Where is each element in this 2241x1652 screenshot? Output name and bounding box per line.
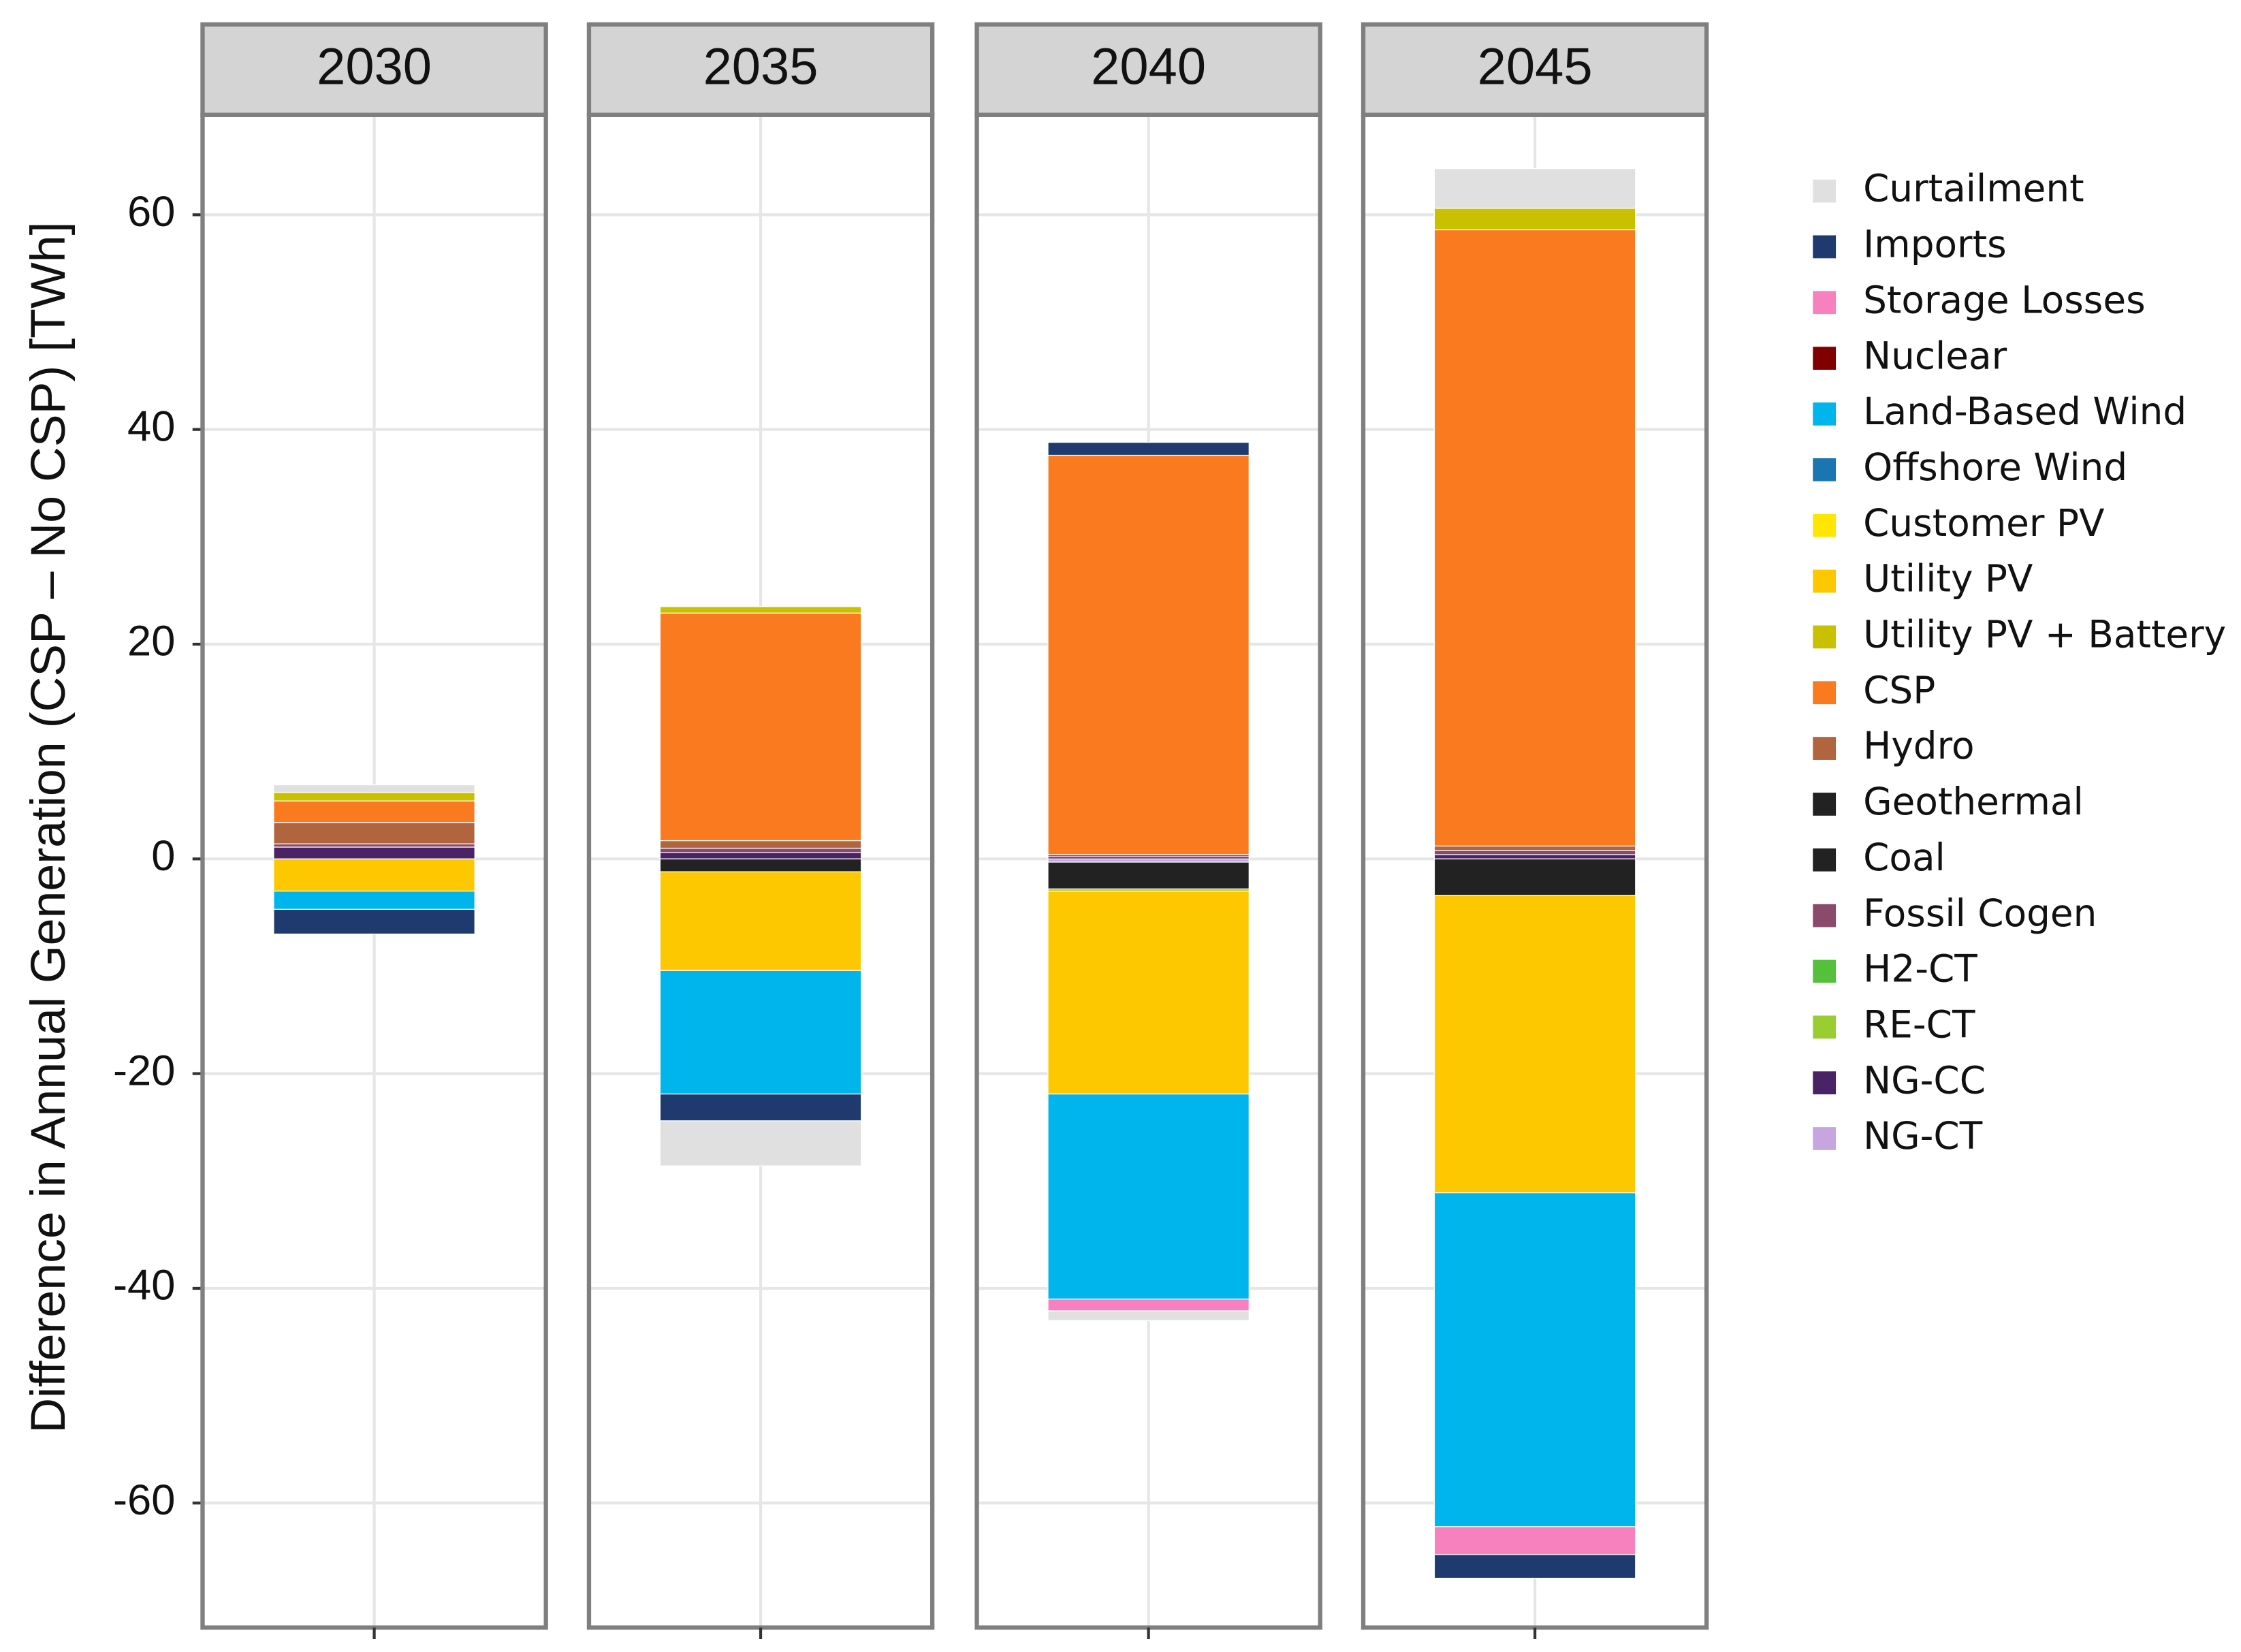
bar-segment	[1047, 1310, 1250, 1321]
bar-segment	[1047, 1093, 1250, 1300]
bar-segment	[1433, 1526, 1636, 1555]
legend-label: Customer PV	[1863, 501, 2105, 545]
bar-segment	[659, 1093, 862, 1122]
facet-label: 2040	[1091, 37, 1206, 95]
bar-segment	[1047, 858, 1250, 863]
legend-label: NG-CC	[1863, 1058, 1986, 1102]
bar-segment	[659, 970, 862, 1095]
bar-segment	[273, 791, 475, 801]
bar-segment	[659, 847, 862, 853]
y-tick-label: 40	[127, 402, 175, 450]
legend-swatch	[1813, 1127, 1837, 1150]
legend-label: Nuclear	[1863, 334, 2007, 377]
legend-label: RE-CT	[1863, 1002, 1975, 1046]
legend-label: Fossil Cogen	[1863, 891, 2097, 935]
bar-segment	[1433, 168, 1636, 209]
legend-swatch	[1813, 402, 1837, 426]
bar-segment	[273, 784, 475, 793]
bar-segment	[273, 908, 475, 935]
strip	[586, 22, 935, 117]
bar-segment	[659, 1120, 862, 1166]
bar-segment	[1433, 1192, 1636, 1527]
legend-swatch	[1813, 291, 1837, 315]
y-tick-label: 0	[151, 832, 175, 880]
bar-segment	[1047, 441, 1250, 456]
facet-label: 2035	[703, 37, 818, 95]
legend-label: Hydro	[1863, 724, 1974, 767]
bar-segment	[273, 858, 475, 892]
legend-swatch	[1813, 793, 1837, 816]
bar-segment	[659, 606, 862, 614]
bar-segment	[1433, 1554, 1636, 1579]
legend-swatch	[1813, 848, 1837, 872]
bar-segment	[1433, 858, 1636, 896]
facet-label: 2045	[1478, 37, 1593, 95]
legend-label: Land-Based Wind	[1863, 390, 2187, 433]
bar-segment	[273, 822, 475, 844]
legend-swatch	[1813, 1071, 1837, 1095]
legend-label: Utility PV	[1863, 557, 2033, 601]
bar-segment	[1433, 850, 1636, 855]
bar-segment	[1047, 890, 1250, 1095]
legend-swatch	[1813, 625, 1837, 649]
legend-swatch	[1813, 458, 1837, 481]
legend-label: Curtailment	[1863, 167, 2084, 210]
legend-label: CSP	[1863, 668, 1935, 712]
legend-label: Utility PV + Battery	[1863, 613, 2226, 656]
legend-swatch	[1813, 569, 1837, 593]
legend-label: Offshore Wind	[1863, 445, 2127, 489]
bar-segment	[659, 612, 862, 842]
legend-label: H2-CT	[1863, 947, 1977, 991]
legend-label: Geothermal	[1863, 780, 2084, 823]
y-tick-label: -40	[113, 1262, 175, 1309]
bar-segment	[1433, 208, 1636, 231]
bar-segment	[1047, 454, 1250, 855]
bar-segment	[273, 843, 475, 848]
bar-segment	[1047, 1299, 1250, 1312]
bar-segment	[659, 840, 862, 849]
legend-swatch	[1813, 235, 1837, 259]
bar-segment	[1433, 854, 1636, 859]
legend-label: NG-CT	[1863, 1114, 1983, 1158]
legend-swatch	[1813, 347, 1837, 370]
bar-segment	[1433, 845, 1636, 851]
legend-swatch	[1813, 904, 1837, 927]
legend-label: Imports	[1863, 223, 2007, 266]
legend-label: Storage Losses	[1863, 278, 2146, 321]
bar-segment	[659, 871, 862, 971]
bar-segment	[659, 858, 862, 872]
legend-swatch	[1813, 737, 1837, 760]
bar-segment	[273, 846, 475, 859]
legend-swatch	[1813, 1015, 1837, 1039]
y-tick-label: -20	[113, 1047, 175, 1094]
bar-segment	[273, 800, 475, 823]
facet-label: 2030	[317, 37, 432, 95]
legend-swatch	[1813, 513, 1837, 537]
y-tick-label: 60	[127, 188, 175, 236]
bar-segment	[1433, 895, 1636, 1194]
legend-swatch	[1813, 179, 1837, 203]
legend-swatch	[1813, 681, 1837, 705]
legend-label: Coal	[1863, 836, 1945, 879]
y-tick-label: 20	[127, 618, 175, 665]
bar-segment	[1047, 861, 1250, 890]
bar-segment	[273, 890, 475, 910]
legend-swatch	[1813, 959, 1837, 983]
bar-segment	[659, 852, 862, 859]
y-tick-label: -60	[113, 1476, 175, 1524]
strip	[974, 22, 1322, 117]
y-axis-label: Difference in Annual Generation (CSP – N…	[21, 222, 76, 1433]
bar-segment	[1433, 229, 1636, 847]
